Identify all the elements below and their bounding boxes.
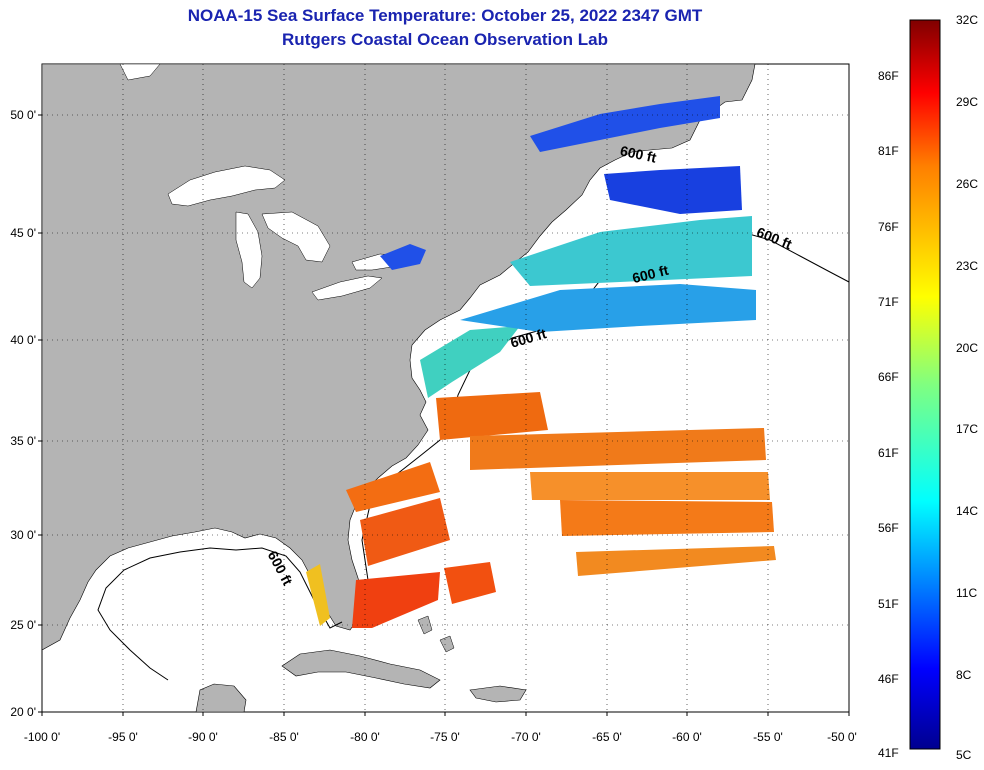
colorbar-f-label: 86F <box>878 69 899 83</box>
lat-tick-label: 45 0' <box>10 226 36 240</box>
colorbar-c-label: 14C <box>956 504 979 518</box>
swath-gulf-stream-1 <box>436 392 548 440</box>
lake-huron <box>261 211 331 263</box>
lake-michigan <box>235 211 263 289</box>
swath-lake-ontario-area <box>380 244 426 270</box>
colorbar-c-label: 5C <box>956 748 972 762</box>
colorbar-f-label: 81F <box>878 144 899 158</box>
colorbar-c-label: 11C <box>956 586 978 600</box>
lat-tick-label: 35 0' <box>10 434 36 448</box>
colorbar-f-label: 56F <box>878 521 899 535</box>
swath-gulf-of-maine <box>460 284 756 332</box>
colorbar-f-label: 76F <box>878 220 899 234</box>
isobath-gulf <box>97 547 343 681</box>
colorbar-c-label: 20C <box>956 341 979 355</box>
swath-sargasso-2 <box>560 500 774 536</box>
lon-tick-label: -50 0' <box>827 730 857 744</box>
colorbar-gradient <box>909 19 941 750</box>
lat-tick-label: 30 0' <box>10 528 36 542</box>
map-subtitle: Rutgers Coastal Ocean Observation Lab <box>282 30 608 49</box>
colorbar-c-label: 29C <box>956 95 979 109</box>
lon-tick-label: -65 0' <box>592 730 622 744</box>
colorbar-c-label: 8C <box>956 668 972 682</box>
swath-southeast-warm <box>360 498 450 566</box>
lon-tick-label: -75 0' <box>430 730 460 744</box>
swath-scotian-shelf <box>510 216 752 286</box>
colorbar-f-label: 41F <box>878 746 899 760</box>
hudson-bay-edge <box>119 64 161 81</box>
lon-tick-label: -95 0' <box>108 730 138 744</box>
swath-labrador <box>530 96 720 152</box>
swath-southeast-warm-2 <box>346 462 440 512</box>
land-cuba <box>281 649 441 689</box>
axis-ticks <box>38 114 850 716</box>
colorbar-f-label: 71F <box>878 295 899 309</box>
colorbar-f-label: 51F <box>878 597 899 611</box>
map-title: NOAA-15 Sea Surface Temperature: October… <box>187 6 703 25</box>
lon-tick-label: -85 0' <box>269 730 299 744</box>
colorbar-f-label: 61F <box>878 446 899 460</box>
swath-sargasso-1 <box>530 472 770 500</box>
lake-erie <box>311 275 383 301</box>
land-yucatan <box>195 683 247 712</box>
land-hispaniola <box>469 685 527 703</box>
colorbar-c-label: 26C <box>956 177 979 191</box>
swath-florida-west <box>306 564 330 626</box>
lon-tick-label: -100 0' <box>23 730 61 744</box>
land-north-america <box>42 64 756 651</box>
lon-tick-label: -55 0' <box>753 730 783 744</box>
swath-bahamas-warm <box>444 562 496 604</box>
swath-sargasso-3 <box>576 546 776 576</box>
colorbar-c-label: 23C <box>956 259 979 273</box>
lon-tick-label: -80 0' <box>350 730 380 744</box>
lon-tick-label: -60 0' <box>672 730 702 744</box>
lat-tick-label: 50 0' <box>10 108 36 122</box>
lat-tick-label: 20 0' <box>10 705 36 719</box>
swath-gulf-stream-2 <box>470 428 766 470</box>
map-grid <box>42 64 849 712</box>
lat-tick-label: 25 0' <box>10 618 36 632</box>
lon-tick-label: -70 0' <box>511 730 541 744</box>
colorbar-c-label: 32C <box>956 13 979 27</box>
colorbar-f-label: 66F <box>878 370 899 384</box>
swath-florida-warm <box>352 572 440 628</box>
lat-tick-label: 40 0' <box>10 333 36 347</box>
lon-tick-label: -90 0' <box>188 730 218 744</box>
swath-stlawrence <box>604 166 742 214</box>
lake-superior <box>167 165 286 207</box>
colorbar-f-label: 46F <box>878 672 899 686</box>
colorbar-c-label: 17C <box>956 422 979 436</box>
